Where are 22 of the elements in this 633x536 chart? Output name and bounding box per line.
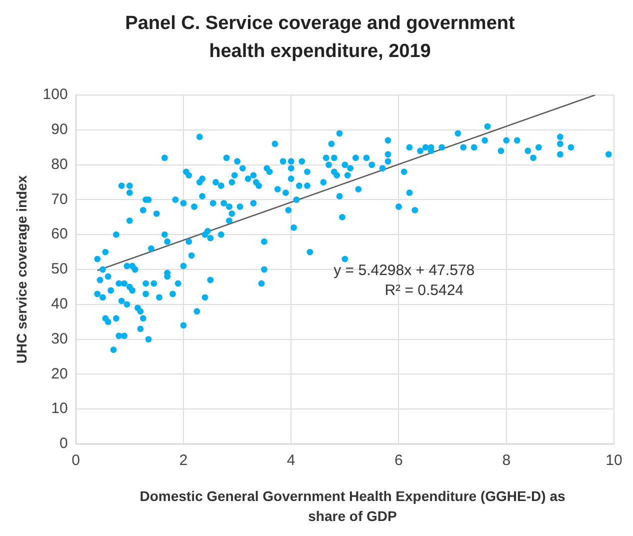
- y-tick-label: 80: [51, 156, 68, 173]
- annotation: R² = 0.5424: [384, 282, 464, 299]
- y-tick-label: 10: [51, 400, 68, 418]
- x-axis-title: Domestic General Government Health Expenditure (GGHE-D) as share of GDP: [138, 487, 566, 526]
- x-tick-label: 2: [179, 452, 188, 470]
- y-tick-label: 50: [51, 260, 68, 278]
- y-axis-title: UHC service coverage index: [13, 175, 30, 364]
- x-tick-label: 4: [286, 452, 296, 470]
- y-tick-label: 70: [51, 190, 68, 208]
- annotation: y = 5.4298x + 47.578: [334, 262, 475, 279]
- chart-title: Panel C. Service coverage and government health expenditure, 2019: [124, 12, 516, 64]
- y-tick-label: 100: [42, 86, 68, 104]
- y-tick-label: 90: [51, 121, 68, 138]
- x-tick-label: 6: [394, 452, 403, 470]
- x-tick-label: 8: [502, 452, 511, 470]
- y-tick-label: 60: [51, 226, 68, 243]
- x-tick-label: 10: [606, 452, 622, 470]
- x-tick-label: 0: [72, 452, 80, 470]
- y-tick-label: 20: [51, 365, 68, 382]
- y-tick-label: 0: [59, 435, 68, 452]
- y-tick-label: 30: [51, 330, 68, 348]
- y-tick-label: 40: [51, 296, 68, 313]
